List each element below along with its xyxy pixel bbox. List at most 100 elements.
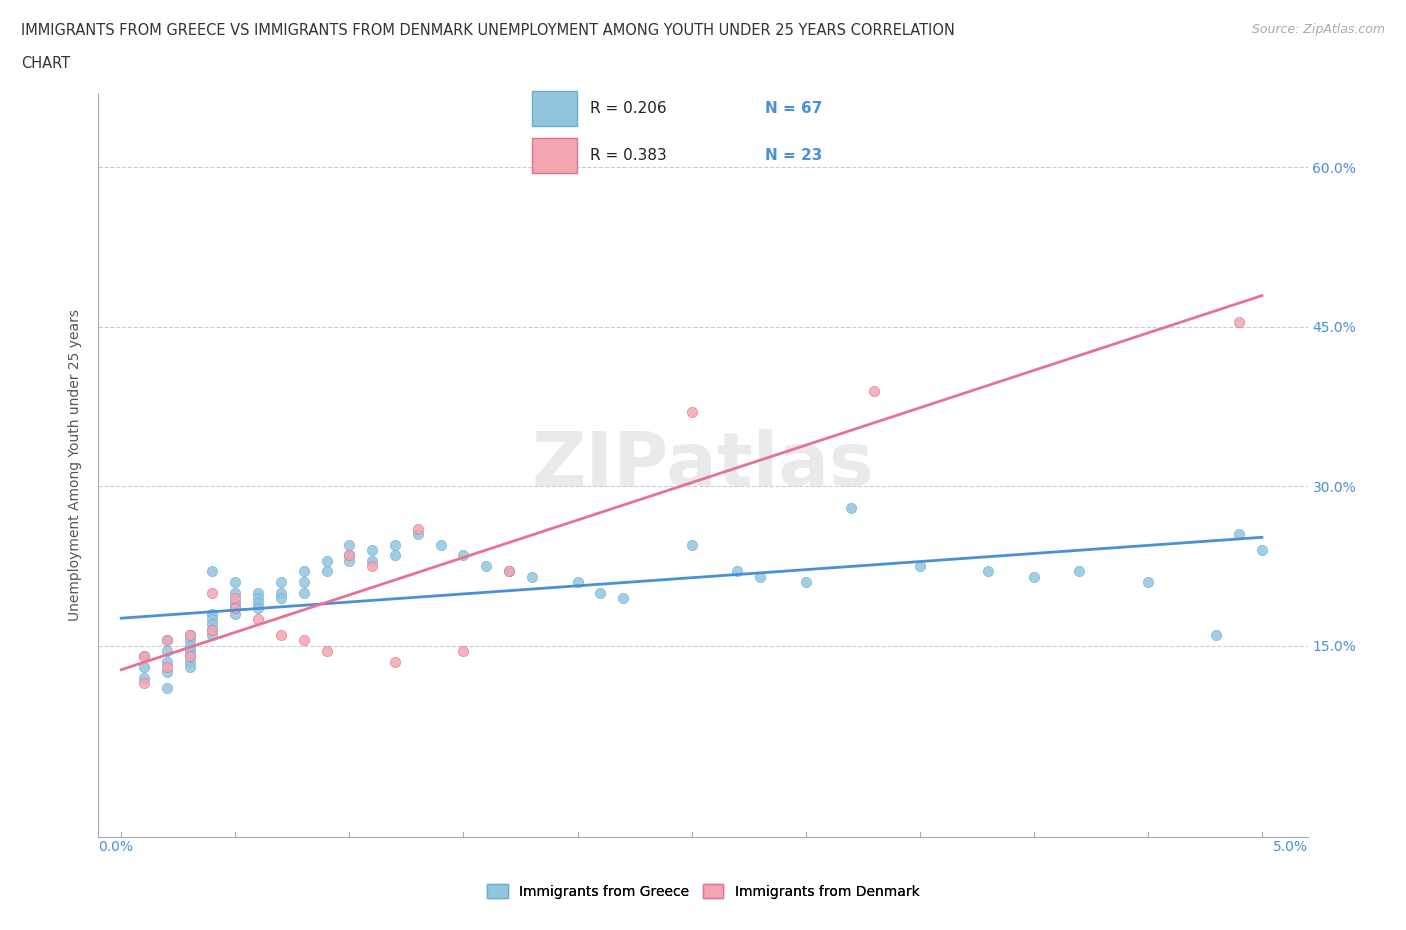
- Text: Source: ZipAtlas.com: Source: ZipAtlas.com: [1251, 23, 1385, 36]
- Text: N = 23: N = 23: [765, 148, 823, 163]
- Text: ZIPatlas: ZIPatlas: [531, 429, 875, 501]
- Point: [1069, 564, 1091, 578]
- Point: [270, 575, 292, 590]
- Point: [224, 575, 246, 590]
- Point: [908, 559, 931, 574]
- Point: [292, 633, 315, 648]
- Point: [224, 596, 246, 611]
- Point: [406, 526, 429, 541]
- Point: [156, 633, 179, 648]
- Point: [292, 575, 315, 590]
- Point: [270, 585, 292, 600]
- Point: [725, 564, 748, 578]
- Point: [247, 585, 270, 600]
- Point: [794, 575, 817, 590]
- Point: [406, 522, 429, 537]
- Point: [179, 649, 201, 664]
- Point: [156, 659, 179, 674]
- Point: [337, 538, 360, 552]
- Point: [1251, 542, 1274, 557]
- Point: [224, 585, 246, 600]
- Text: 0.0%: 0.0%: [98, 840, 134, 854]
- Point: [247, 596, 270, 611]
- Point: [156, 681, 179, 696]
- Point: [156, 644, 179, 658]
- Point: [839, 500, 862, 515]
- Point: [270, 591, 292, 605]
- Text: 5.0%: 5.0%: [1272, 840, 1308, 854]
- Point: [337, 548, 360, 563]
- FancyBboxPatch shape: [533, 138, 578, 173]
- Text: R = 0.206: R = 0.206: [589, 101, 666, 116]
- Point: [201, 612, 224, 627]
- Point: [179, 659, 201, 674]
- Text: R = 0.383: R = 0.383: [589, 148, 666, 163]
- Point: [201, 628, 224, 643]
- Point: [156, 665, 179, 680]
- Point: [179, 649, 201, 664]
- Point: [247, 591, 270, 605]
- Point: [315, 644, 337, 658]
- Point: [453, 548, 475, 563]
- Point: [1136, 575, 1159, 590]
- Point: [749, 569, 772, 584]
- Point: [179, 654, 201, 669]
- Point: [201, 622, 224, 637]
- Point: [589, 585, 612, 600]
- FancyBboxPatch shape: [533, 91, 578, 126]
- Point: [681, 405, 703, 419]
- Point: [498, 564, 520, 578]
- Point: [520, 569, 543, 584]
- Point: [201, 606, 224, 621]
- Point: [384, 538, 406, 552]
- Point: [247, 601, 270, 616]
- Point: [179, 644, 201, 658]
- Point: [453, 644, 475, 658]
- Point: [156, 654, 179, 669]
- Point: [179, 628, 201, 643]
- Point: [179, 628, 201, 643]
- Point: [977, 564, 1000, 578]
- Point: [475, 559, 498, 574]
- Point: [361, 542, 384, 557]
- Point: [224, 601, 246, 616]
- Point: [224, 591, 246, 605]
- Point: [179, 638, 201, 653]
- Point: [179, 633, 201, 648]
- Point: [315, 553, 337, 568]
- Point: [429, 538, 451, 552]
- Point: [201, 585, 224, 600]
- Legend: Immigrants from Greece, Immigrants from Denmark: Immigrants from Greece, Immigrants from …: [481, 879, 925, 905]
- Point: [270, 628, 292, 643]
- Point: [1227, 314, 1250, 329]
- Point: [292, 585, 315, 600]
- Point: [337, 548, 360, 563]
- Point: [201, 622, 224, 637]
- Point: [315, 564, 337, 578]
- Text: N = 67: N = 67: [765, 101, 823, 116]
- Point: [201, 617, 224, 631]
- Point: [247, 612, 270, 627]
- Point: [567, 575, 589, 590]
- Point: [384, 654, 406, 669]
- Point: [337, 553, 360, 568]
- Point: [292, 564, 315, 578]
- Point: [132, 671, 155, 685]
- Point: [1205, 628, 1227, 643]
- Point: [132, 659, 155, 674]
- Point: [1227, 526, 1250, 541]
- Point: [361, 559, 384, 574]
- Point: [863, 383, 886, 398]
- Point: [132, 649, 155, 664]
- Point: [681, 538, 703, 552]
- Point: [384, 548, 406, 563]
- Point: [1022, 569, 1045, 584]
- Point: [132, 675, 155, 690]
- Y-axis label: Unemployment Among Youth under 25 years: Unemployment Among Youth under 25 years: [69, 309, 83, 621]
- Point: [156, 633, 179, 648]
- Point: [132, 649, 155, 664]
- Point: [612, 591, 634, 605]
- Point: [498, 564, 520, 578]
- Point: [224, 601, 246, 616]
- Text: IMMIGRANTS FROM GREECE VS IMMIGRANTS FROM DENMARK UNEMPLOYMENT AMONG YOUTH UNDER: IMMIGRANTS FROM GREECE VS IMMIGRANTS FRO…: [21, 23, 955, 38]
